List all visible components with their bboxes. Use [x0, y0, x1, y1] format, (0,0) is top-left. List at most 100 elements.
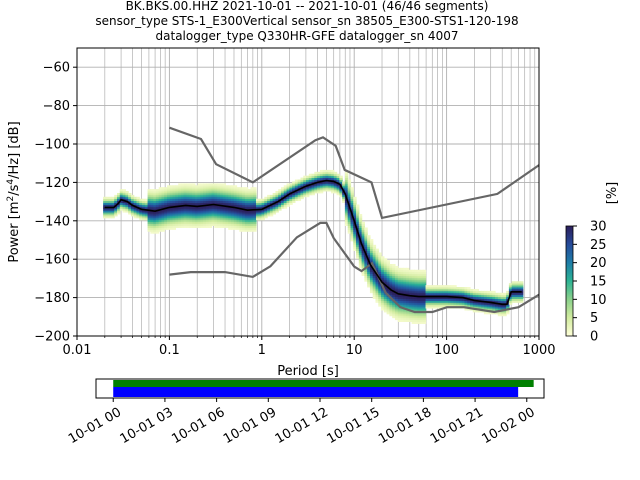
density-cell — [375, 296, 379, 299]
density-cell — [180, 191, 185, 194]
density-cell — [125, 208, 129, 211]
density-cell — [394, 265, 399, 269]
density-cell — [361, 271, 365, 274]
density-cell — [372, 258, 377, 261]
density-cell — [228, 216, 232, 219]
density-cell — [272, 212, 277, 215]
density-cell — [197, 202, 201, 205]
density-cell — [303, 179, 307, 182]
density-cell — [511, 296, 516, 299]
density-cell — [225, 192, 229, 196]
density-cell — [167, 216, 171, 219]
density-cell — [495, 296, 499, 299]
density-cell — [447, 302, 452, 305]
density-cell — [520, 285, 524, 288]
density-cell — [189, 185, 193, 188]
density-cell — [128, 192, 132, 196]
density-cell — [333, 175, 338, 178]
density-cell — [214, 198, 218, 202]
density-cell — [105, 216, 110, 219]
density-cell — [411, 292, 416, 296]
density-cell — [244, 189, 249, 192]
density-cell — [186, 198, 190, 202]
density-cell — [506, 312, 510, 315]
density-cell — [158, 196, 163, 200]
density-cell — [139, 204, 143, 207]
density-cell — [492, 300, 496, 303]
density-cell — [169, 216, 174, 219]
density-cell — [194, 191, 199, 194]
density-cell — [364, 271, 368, 274]
density-cell — [428, 292, 432, 296]
density-cell — [194, 212, 199, 215]
density-cell — [331, 191, 335, 194]
density-cell — [294, 187, 299, 190]
density-cell — [347, 208, 352, 211]
density-cell — [303, 187, 307, 190]
density-cell — [472, 300, 477, 303]
density-cell — [119, 189, 124, 192]
density-cell — [375, 294, 379, 298]
density-cell — [192, 225, 196, 228]
density-cell — [417, 312, 421, 315]
density-cell — [344, 185, 349, 188]
density-cell — [414, 271, 418, 274]
density-cell — [353, 244, 357, 248]
density-cell — [431, 296, 435, 299]
density-cell — [364, 246, 368, 250]
density-cell — [205, 185, 210, 188]
density-cell — [486, 304, 491, 307]
density-cell — [397, 290, 402, 294]
density-cell — [392, 271, 396, 274]
density-cell — [406, 292, 410, 296]
density-cell — [111, 202, 115, 205]
ylabel-sup-1: 2 — [6, 196, 16, 202]
density-cell — [164, 189, 168, 192]
density-cell — [217, 216, 221, 219]
x-axis-ticks: 0.01 0.1 1 10 100 1000 — [63, 336, 556, 358]
density-cell — [394, 294, 399, 298]
density-cell — [372, 294, 377, 298]
density-cell — [200, 214, 204, 217]
density-cell — [147, 225, 151, 228]
density-cell — [189, 191, 193, 194]
density-cell — [520, 296, 524, 299]
density-cell — [375, 252, 379, 255]
density-cell — [205, 217, 210, 221]
density-cell — [511, 285, 516, 288]
density-cell — [281, 206, 285, 209]
density-cell — [386, 283, 390, 286]
density-cell — [372, 277, 377, 280]
coverage-tick-label: 10-02 00 — [480, 405, 538, 447]
density-cell — [228, 191, 232, 194]
density-cell — [364, 264, 368, 267]
density-cell — [508, 288, 513, 292]
density-cell — [211, 216, 215, 219]
density-cell — [111, 210, 115, 213]
density-cell — [333, 183, 338, 186]
density-cell — [214, 206, 218, 209]
density-cell — [314, 191, 318, 194]
density-cell — [275, 196, 279, 200]
density-cell — [269, 194, 274, 198]
ylabel-part-3: /Hz] [dB] — [7, 121, 22, 179]
density-cell — [247, 200, 252, 203]
density-cell — [211, 221, 215, 225]
density-cell — [200, 187, 204, 190]
density-cell — [417, 269, 421, 273]
density-cell — [369, 258, 374, 261]
density-cell — [208, 183, 213, 186]
density-cell — [508, 283, 513, 286]
density-cell — [192, 212, 196, 215]
density-cell — [261, 202, 265, 205]
density-cell — [153, 204, 157, 207]
density-cell — [411, 304, 416, 307]
density-cell — [353, 202, 357, 205]
density-cell — [428, 298, 432, 301]
density-cell — [228, 210, 232, 213]
density-cell — [400, 285, 404, 288]
density-cell — [281, 198, 285, 202]
density-cell — [350, 202, 354, 205]
density-cell — [500, 292, 504, 296]
density-cell — [408, 298, 413, 301]
